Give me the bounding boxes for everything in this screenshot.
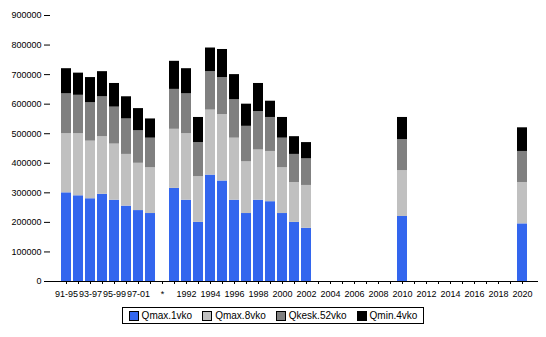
svg-text:2008: 2008	[368, 289, 388, 299]
svg-text:800000: 800000	[11, 40, 41, 50]
svg-text:2016: 2016	[464, 289, 484, 299]
svg-text:2012: 2012	[416, 289, 436, 299]
html-text:Qkesk.52vko: Qkesk.52vko	[288, 310, 347, 321]
html-text:Qmax.8vko: Qmax.8vko	[215, 310, 266, 321]
svg-text:2006: 2006	[344, 289, 364, 299]
svg-text:500000: 500000	[11, 129, 41, 139]
svg-text:300000: 300000	[11, 188, 41, 198]
svg-text:2018: 2018	[488, 289, 508, 299]
svg-text:91-95: 91-95	[55, 289, 78, 299]
svg-text:97-01: 97-01	[127, 289, 150, 299]
svg-text:*: *	[161, 289, 165, 299]
svg-text:600000: 600000	[11, 99, 41, 109]
svg-text:400000: 400000	[11, 158, 41, 168]
svg-text:2014: 2014	[440, 289, 460, 299]
html-text:Qmin.4vko: Qmin.4vko	[369, 310, 418, 321]
svg-text:0: 0	[36, 276, 41, 286]
svg-text:1994: 1994	[200, 289, 220, 299]
svg-text:2010: 2010	[392, 289, 412, 299]
svg-text:100000: 100000	[11, 247, 41, 257]
svg-text:95-99: 95-99	[103, 289, 126, 299]
svg-text:200000: 200000	[11, 217, 41, 227]
svg-text:1998: 1998	[248, 289, 268, 299]
svg-text:1996: 1996	[224, 289, 244, 299]
svg-text:2000: 2000	[272, 289, 292, 299]
svg-text:2004: 2004	[320, 289, 340, 299]
html-text:Qmax.1vko: Qmax.1vko	[141, 310, 193, 321]
svg-text:900000: 900000	[11, 10, 41, 20]
svg-text:1992: 1992	[176, 289, 196, 299]
svg-text:700000: 700000	[11, 69, 41, 79]
svg-text:2020: 2020	[512, 289, 532, 299]
svg-text:2002: 2002	[296, 289, 316, 299]
svg-text:93-97: 93-97	[79, 289, 102, 299]
